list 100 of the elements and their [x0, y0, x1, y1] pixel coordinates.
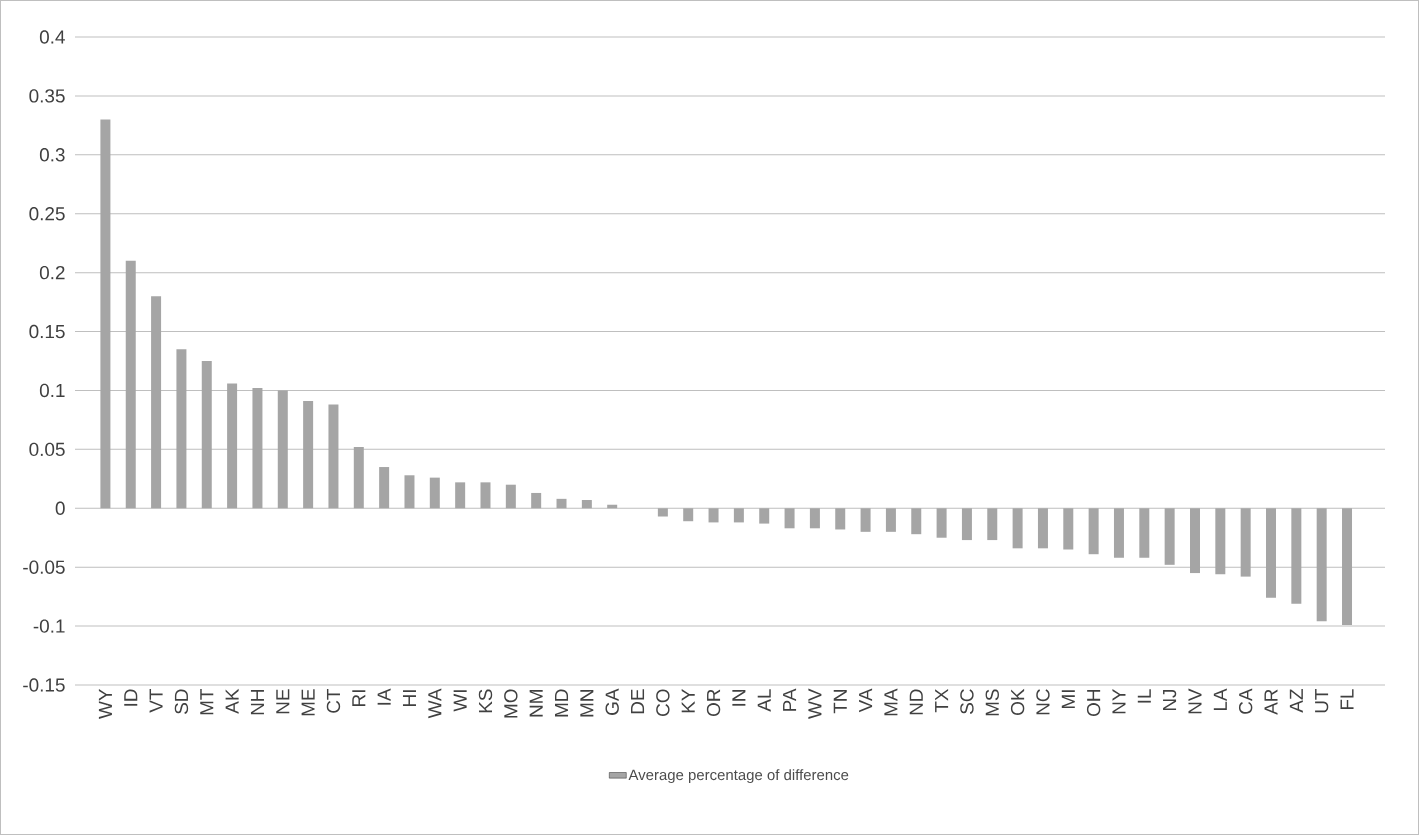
x-tick-label: VT — [149, 688, 163, 713]
bar — [987, 508, 998, 541]
x-tick-label: WV — [808, 688, 822, 719]
bar — [100, 119, 111, 509]
bar — [1012, 508, 1023, 549]
x-tick-label: UT — [1315, 688, 1329, 713]
bar — [1266, 508, 1276, 598]
bar — [1316, 508, 1327, 622]
x-tick-label: SD — [174, 689, 189, 714]
y-tick-label: 0.15 — [29, 324, 65, 339]
bar — [708, 508, 719, 523]
bar — [733, 508, 744, 523]
bar — [936, 508, 947, 538]
bar — [835, 508, 846, 530]
x-tick-label: NM — [529, 690, 543, 717]
y-tick-label: 0.1 — [39, 383, 65, 398]
x-tick-label: MO — [504, 689, 518, 718]
bar — [556, 498, 567, 509]
bar — [657, 508, 668, 517]
x-tick-label: GA — [605, 688, 619, 715]
bar — [1063, 508, 1074, 550]
bar — [1139, 508, 1150, 558]
bar — [1113, 508, 1124, 558]
bar — [911, 508, 922, 535]
x-tick-label: CO — [656, 689, 670, 716]
x-tick-label: KY — [681, 688, 695, 713]
bar — [455, 482, 466, 509]
x-tick-label: WI — [453, 690, 467, 712]
x-tick-label: AK — [225, 688, 239, 714]
bar — [1164, 508, 1175, 565]
x-tick-label: MD — [555, 689, 569, 717]
x-tick-label: FL — [1340, 689, 1354, 710]
bar — [227, 383, 238, 509]
x-tick-label: OR — [706, 689, 721, 717]
x-tick-label: HI — [402, 690, 416, 706]
y-tick-label: 0.35 — [29, 89, 65, 103]
x-tick-label: NE — [276, 689, 290, 714]
x-tick-label: OH — [1086, 690, 1101, 717]
bar — [961, 508, 972, 541]
bar — [252, 388, 263, 509]
y-tick-label: 0 — [55, 501, 65, 515]
x-tick-label: MA — [884, 688, 898, 716]
bar — [201, 360, 212, 509]
x-tick-label: DE — [631, 689, 645, 714]
bar — [1088, 508, 1099, 555]
x-tick-label: RI — [352, 690, 366, 706]
x-tick-label: NY — [1112, 688, 1126, 714]
x-tick-label: KS — [478, 689, 493, 713]
x-tick-label: NC — [1036, 689, 1050, 715]
bar — [429, 477, 440, 509]
bar — [683, 508, 694, 522]
bar — [505, 484, 516, 509]
x-tick-label: MS — [985, 689, 999, 716]
bar — [1342, 508, 1353, 625]
x-tick-label: TX — [935, 688, 949, 713]
bar — [1189, 508, 1200, 574]
bar — [176, 349, 187, 509]
x-tick-label: TN — [833, 690, 847, 714]
bar — [277, 390, 288, 509]
bar — [1037, 508, 1048, 549]
legend-label: Average percentage of difference — [628, 769, 849, 784]
x-tick-label: SC — [960, 689, 974, 714]
x-tick-label: VA — [859, 688, 873, 713]
x-tick-label: WA — [428, 688, 442, 719]
x-tick-label: NV — [1188, 688, 1202, 714]
bar — [328, 404, 339, 509]
x-tick-label: MI — [1061, 690, 1075, 708]
bar — [784, 508, 795, 529]
x-tick-label: IA — [377, 688, 391, 705]
x-tick-label: AZ — [1289, 689, 1303, 713]
x-tick-label: NH — [250, 690, 264, 715]
x-tick-label: OK — [1010, 688, 1025, 715]
bar — [1215, 508, 1226, 575]
y-tick-label: 0.2 — [39, 265, 65, 280]
y-tick-label: 0.3 — [39, 148, 65, 162]
x-tick-label: PA — [783, 688, 797, 711]
x-tick-label: CT — [326, 688, 341, 713]
y-tick-label: -0.15 — [23, 678, 65, 692]
x-tick-label: ID — [124, 689, 138, 706]
bar — [125, 260, 136, 509]
bar — [303, 401, 314, 509]
bar — [1240, 508, 1251, 577]
y-tick-label: 0.4 — [39, 30, 65, 44]
bar — [353, 447, 364, 509]
x-tick-label: LA — [1213, 688, 1227, 711]
x-tick-label: CA — [1238, 688, 1253, 714]
x-tick-label: WY — [98, 688, 112, 719]
bar — [759, 508, 770, 524]
x-tick-label: ME — [301, 689, 315, 716]
bar — [480, 482, 491, 509]
bar — [581, 500, 592, 509]
x-tick-label: NJ — [1163, 689, 1177, 711]
x-tick-label: IL — [1137, 689, 1151, 703]
y-tick-label: -0.05 — [23, 560, 65, 574]
bar — [809, 508, 820, 529]
bar — [531, 492, 542, 509]
x-tick-label: MN — [580, 690, 594, 717]
bar — [151, 296, 162, 509]
x-tick-label: AR — [1264, 689, 1278, 715]
bar — [885, 508, 896, 532]
